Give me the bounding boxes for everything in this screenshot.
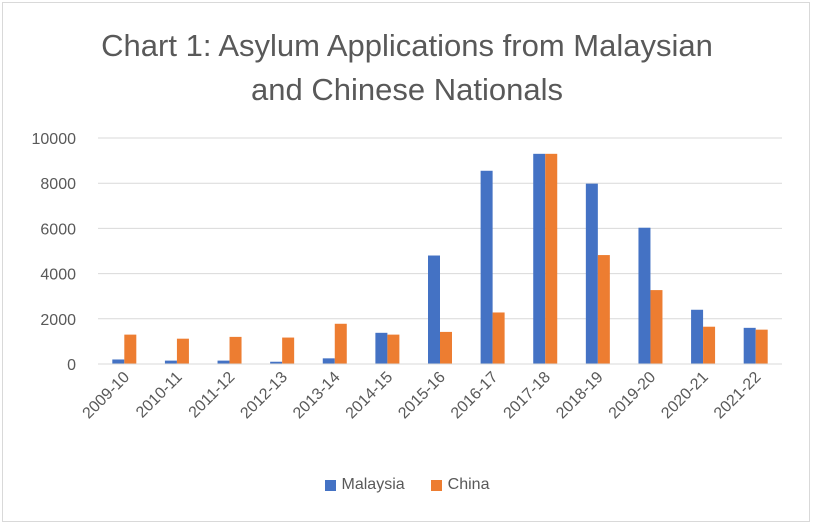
bar-china-2012-13 bbox=[282, 337, 295, 364]
bar-malaysia-2013-14 bbox=[322, 358, 335, 364]
x-tick-label: 2012-13 bbox=[237, 369, 291, 423]
bar-china-2017-18 bbox=[545, 153, 558, 364]
chart-title: Chart 1: Asylum Applications from Malays… bbox=[0, 24, 814, 112]
y-tick-label: 4000 bbox=[40, 267, 76, 284]
bar-malaysia-2010-11 bbox=[164, 360, 177, 364]
bar-malaysia-2019-20 bbox=[638, 227, 651, 364]
chart-title-line-2: and Chinese Nationals bbox=[251, 72, 563, 107]
bar-china-2018-19 bbox=[597, 255, 610, 364]
bar-china-2015-16 bbox=[440, 331, 452, 364]
x-tick-label: 2010-11 bbox=[133, 369, 186, 422]
bar-malaysia-2020-21 bbox=[691, 309, 704, 364]
legend-item-china: China bbox=[430, 476, 490, 494]
legend-label-malaysia: Malaysia bbox=[341, 476, 405, 493]
bar-malaysia-2012-13 bbox=[270, 361, 283, 364]
legend: Malaysia China bbox=[0, 476, 814, 494]
y-tick-label: 0 bbox=[67, 357, 76, 374]
x-tick-label: 2016-17 bbox=[448, 369, 502, 423]
x-tick-label: 2017-18 bbox=[501, 369, 555, 423]
legend-swatch-china bbox=[430, 479, 442, 491]
bar-china-2019-20 bbox=[650, 290, 663, 364]
bar-malaysia-2021-22 bbox=[743, 327, 756, 364]
bar-malaysia-2018-19 bbox=[585, 183, 598, 364]
legend-item-malaysia: Malaysia bbox=[324, 476, 405, 494]
bar-malaysia-2017-18 bbox=[533, 153, 546, 364]
x-tick-label: 2011-12 bbox=[186, 369, 239, 422]
y-axis-ticks: 0 2000 4000 6000 8000 10000 bbox=[32, 131, 77, 374]
bar-malaysia-2014-15 bbox=[375, 332, 388, 364]
x-tick-label: 2021-22 bbox=[711, 369, 765, 423]
bar-china-2021-22 bbox=[755, 329, 768, 364]
legend-label-china: China bbox=[447, 476, 490, 493]
x-tick-label: 2014-15 bbox=[343, 369, 397, 423]
bar-china-2010-11 bbox=[176, 338, 189, 364]
x-axis-ticks: 2009-10 2010-11 2011-12 2012-13 2013-14 2014-… bbox=[80, 369, 765, 423]
x-tick-label: 2020-21 bbox=[658, 369, 712, 423]
x-tick-label: 2015-16 bbox=[395, 369, 449, 423]
bar-malaysia-2011-12 bbox=[217, 360, 230, 364]
bar-china-2011-12 bbox=[229, 336, 242, 364]
x-tick-label: 2019-20 bbox=[606, 369, 660, 423]
bar-china-2013-14 bbox=[334, 323, 347, 364]
bar-china-2009-10 bbox=[124, 334, 137, 364]
bar-malaysia-2009-10 bbox=[112, 359, 125, 364]
x-tick-label: 2009-10 bbox=[80, 369, 134, 423]
y-tick-label: 8000 bbox=[40, 176, 76, 193]
chart-title-line-1: Chart 1: Asylum Applications from Malays… bbox=[101, 28, 713, 63]
y-tick-label: 6000 bbox=[40, 221, 76, 238]
y-tick-label: 10000 bbox=[32, 131, 77, 148]
x-tick-label: 2018-19 bbox=[553, 369, 607, 423]
bar-malaysia-2016-17 bbox=[480, 170, 493, 364]
bar-china-2016-17 bbox=[492, 312, 505, 364]
legend-swatch-malaysia bbox=[324, 479, 336, 491]
bar-china-2020-21 bbox=[703, 326, 716, 364]
x-tick-label: 2013-14 bbox=[290, 369, 344, 423]
y-tick-label: 2000 bbox=[40, 312, 76, 329]
bar-china-2014-15 bbox=[387, 334, 400, 364]
bars bbox=[112, 153, 768, 364]
bar-malaysia-2015-16 bbox=[428, 255, 440, 364]
